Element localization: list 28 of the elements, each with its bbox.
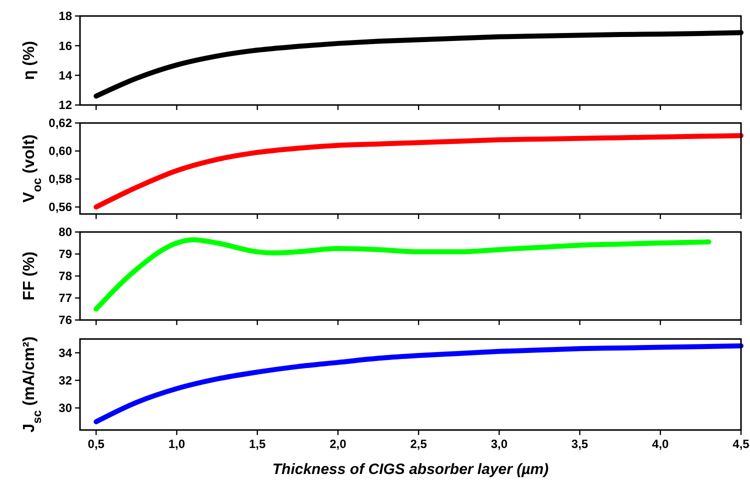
y-tick-label: 78 [58,269,72,284]
y-tick-label: 77 [58,291,72,306]
y-tick-label: 80 [58,225,72,240]
y-tick-label: 16 [58,38,72,53]
y-tick-label: 14 [58,68,72,83]
y-tick-label: 0,62 [48,116,72,130]
y-tick-label: 32 [58,374,72,388]
y-tick-label: 0,60 [48,144,72,158]
y-axis-title: η (%) [21,40,38,80]
y-tick-label: 30 [58,401,72,416]
x-tick-label: 1,5 [249,437,266,451]
y-tick-label: 0,58 [48,172,72,186]
y-tick-label: 34 [58,346,72,360]
x-tick-label: 2,5 [410,437,428,451]
x-tick-label: 1,0 [168,437,186,451]
x-tick-label: 4,0 [652,437,670,451]
x-tick-label: 3,5 [571,437,588,451]
y-tick-label: 12 [58,98,72,112]
x-tick-label: 4,5 [732,437,750,451]
y-tick-label: 0,56 [48,200,72,214]
y-tick-label: 79 [58,247,72,262]
x-axis-title: Thickness of CIGS absorber layer (µm) [272,461,549,478]
y-axis-title: FF (%) [21,252,38,300]
y-tick-label: 18 [58,9,72,24]
x-tick-label: 2,0 [330,437,347,451]
x-tick-label: 3,0 [490,437,508,451]
y-tick-label: 76 [58,313,72,328]
x-tick-label: 0,5 [88,437,105,451]
